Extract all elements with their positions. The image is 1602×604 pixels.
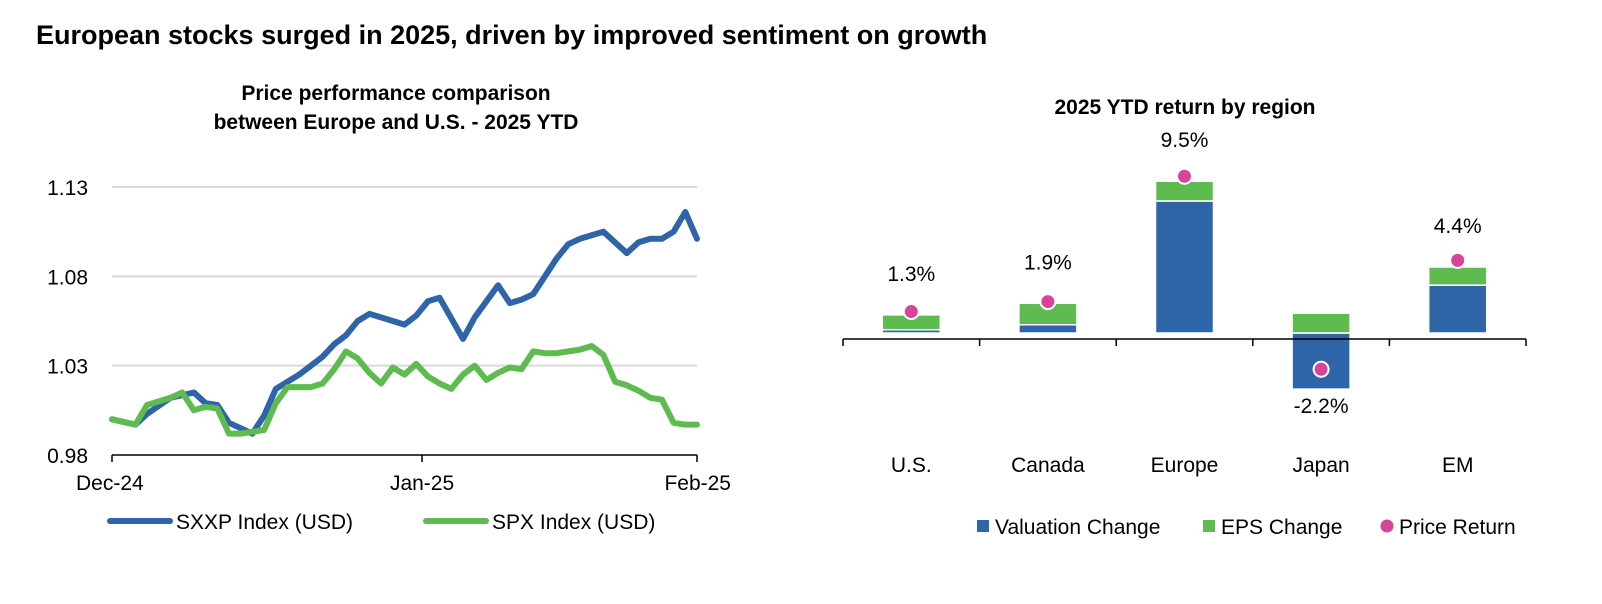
legend-swatch <box>977 520 989 532</box>
x-tick-label: Feb-25 <box>664 472 731 495</box>
series-line-sxxp <box>109 209 700 437</box>
bar-valuation <box>1154 200 1215 334</box>
legend-label: SPX Index (USD) <box>492 511 655 534</box>
legend-swatch <box>1380 519 1394 533</box>
legend-label: Price Return <box>1399 516 1516 539</box>
data-label: 1.9% <box>1024 251 1072 274</box>
price-return-dot <box>1449 251 1467 269</box>
bar-valuation <box>1018 324 1078 334</box>
legend-label: SXXP Index (USD) <box>176 511 353 534</box>
price-return-dot <box>1039 293 1057 311</box>
bar-chart-title: 2025 YTD return by region <box>1054 96 1315 119</box>
main-title: European stocks surged in 2025, driven b… <box>36 20 988 50</box>
bar-eps <box>1291 312 1351 334</box>
category-label: Europe <box>1151 454 1219 477</box>
line-chart-title: between Europe and U.S. - 2025 YTD <box>214 111 579 134</box>
bar-chart: 2025 YTD return by region 1.3% U.S. 1.9% Can… <box>842 96 1527 539</box>
category-label: Japan <box>1292 454 1349 477</box>
y-tick-label: 0.98 <box>47 445 88 468</box>
category-label: EM <box>1442 454 1474 477</box>
y-tick-label: 1.08 <box>47 266 88 289</box>
data-label: 1.3% <box>887 263 935 286</box>
data-label: 4.4% <box>1434 215 1482 238</box>
x-tick-label: Jan-25 <box>390 472 454 495</box>
legend-label: EPS Change <box>1221 516 1342 539</box>
category-label: Canada <box>1011 454 1085 477</box>
line-chart-title: Price performance comparison <box>241 82 550 105</box>
legend-label: Valuation Change <box>995 516 1160 539</box>
price-return-dot <box>1176 167 1193 185</box>
data-label: 9.5% <box>1161 129 1209 152</box>
series-line-spx <box>109 343 700 437</box>
bar-eps <box>1427 266 1488 286</box>
legend-swatch <box>1203 520 1215 532</box>
y-tick-label: 1.13 <box>47 177 88 200</box>
category-label: U.S. <box>891 454 932 477</box>
price-return-dot <box>1312 360 1330 378</box>
y-tick-label: 1.03 <box>47 356 88 379</box>
bar-valuation <box>1427 284 1488 334</box>
price-return-dot <box>902 303 920 321</box>
data-label: -2.2% <box>1294 395 1349 418</box>
line-chart: Price performance comparison between Euro… <box>47 82 731 534</box>
x-tick-label: Dec-24 <box>76 472 144 495</box>
